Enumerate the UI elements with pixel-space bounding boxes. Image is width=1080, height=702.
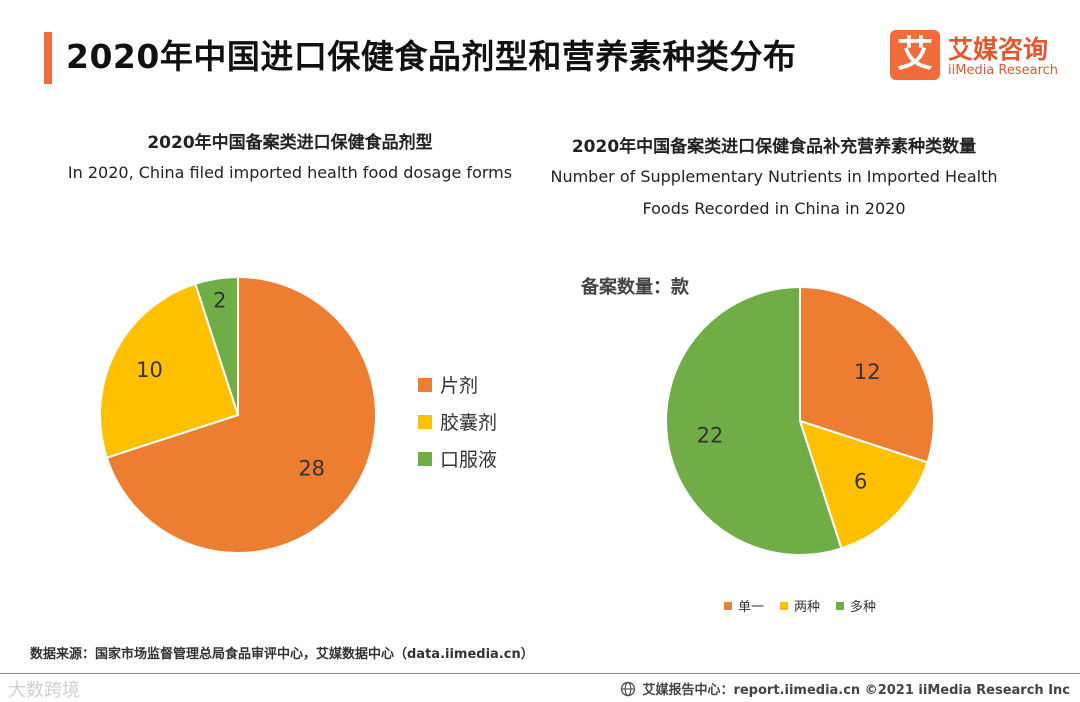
legend-item-capsule: 胶囊剂 (418, 403, 497, 440)
pie-chart-dosage-forms: 28 10 2 (99, 275, 377, 554)
legend-label: 口服液 (440, 449, 498, 471)
footer-credit-text: 艾媒报告中心：report.iimedia.cn ©2021 iiMedia R… (642, 683, 1070, 698)
legend-swatch (418, 451, 432, 466)
chart1-legend: 片剂 胶囊剂 口服液 (418, 366, 497, 477)
title-accent-bar (44, 32, 52, 84)
legend-swatch (836, 601, 845, 610)
slice-tablet (105, 275, 377, 554)
iimedia-logo: 艾 艾媒咨询 iiMedia Research (890, 30, 1060, 84)
footer-credit: 艾媒报告中心：report.iimedia.cn ©2021 iiMedia R… (620, 679, 1070, 698)
value-label-single: 12 (854, 360, 881, 384)
globe-icon (621, 681, 636, 696)
chart2-title: 2020年中国备案类进口保健食品补充营养素种类数量 (571, 137, 977, 157)
legend-label: 单一 (738, 600, 765, 615)
legend-item-tablet: 片剂 (418, 366, 497, 403)
legend-swatch (418, 377, 432, 392)
legend-swatch (724, 601, 732, 610)
slice-oral-liquid (194, 275, 239, 416)
watermark: 大数跨境 (8, 680, 80, 701)
chart1-title: 2020年中国备案类进口保健食品剂型 (147, 133, 433, 153)
legend-swatch (418, 414, 432, 429)
legend-label: 胶囊剂 (440, 412, 498, 434)
data-source: 数据来源：国家市场监督管理总局食品审评中心，艾媒数据中心（data.iimedi… (30, 647, 534, 662)
legend-item-single: 单一 (724, 596, 764, 615)
logo-cn-text: 艾媒咨询 (948, 35, 1049, 64)
legend-item-oral-liquid: 口服液 (418, 440, 497, 477)
footer-divider (0, 673, 1080, 674)
pie-chart-nutrient-types: 12 6 22 (665, 285, 935, 556)
slice-multiple (665, 285, 843, 556)
chart2-subtitle-line1: Number of Supplementary Nutrients in Imp… (550, 167, 998, 186)
chart2-subtitle-line2: Foods Recorded in China in 2020 (642, 199, 906, 218)
value-label-oral-liquid: 2 (213, 289, 226, 313)
value-label-capsule: 10 (136, 358, 163, 382)
logo-mark: 艾 (890, 30, 940, 80)
legend-label: 多种 (850, 600, 877, 615)
chart2-unit-label: 备案数量：款 (581, 277, 689, 298)
value-label-two: 6 (854, 470, 867, 494)
value-label-multiple: 22 (697, 423, 724, 447)
page-title: 2020年中国进口保健食品剂型和营养素种类分布 (66, 37, 797, 76)
slice-capsule (99, 282, 240, 459)
chart2-legend: 单一 两种 多种 (724, 596, 876, 615)
legend-label: 两种 (794, 600, 821, 615)
legend-label: 片剂 (440, 375, 479, 397)
legend-swatch (780, 601, 789, 610)
logo-en-text: iiMedia Research (948, 63, 1059, 78)
legend-item-multiple: 多种 (836, 596, 876, 615)
slice-single (799, 285, 935, 464)
legend-item-two: 两种 (780, 596, 820, 615)
value-label-tablet: 28 (298, 457, 325, 481)
chart1-subtitle: In 2020, China filed imported health foo… (67, 163, 513, 182)
